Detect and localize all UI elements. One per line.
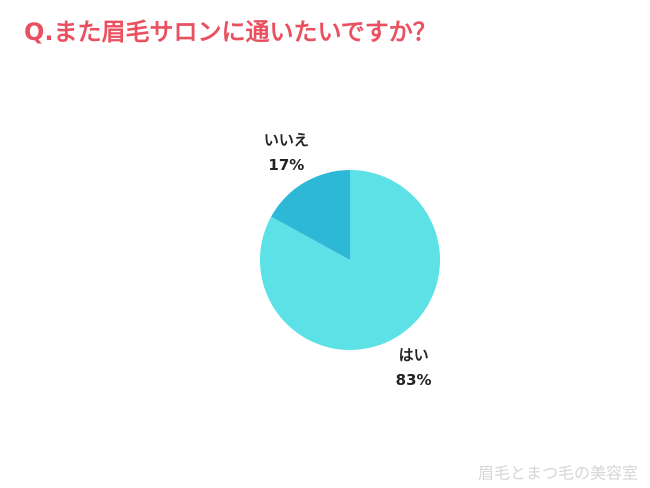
value-label: 83% (396, 371, 432, 389)
pie-slice (271, 170, 350, 260)
chart-title: Q.また眉毛サロンに通いたいですか？ (24, 18, 437, 46)
slice-label: はい (399, 346, 429, 364)
watermark: 眉毛とまつ毛の美容室 (478, 464, 638, 483)
slice-label: いいえ (264, 131, 309, 149)
value-label: 17% (268, 156, 304, 174)
